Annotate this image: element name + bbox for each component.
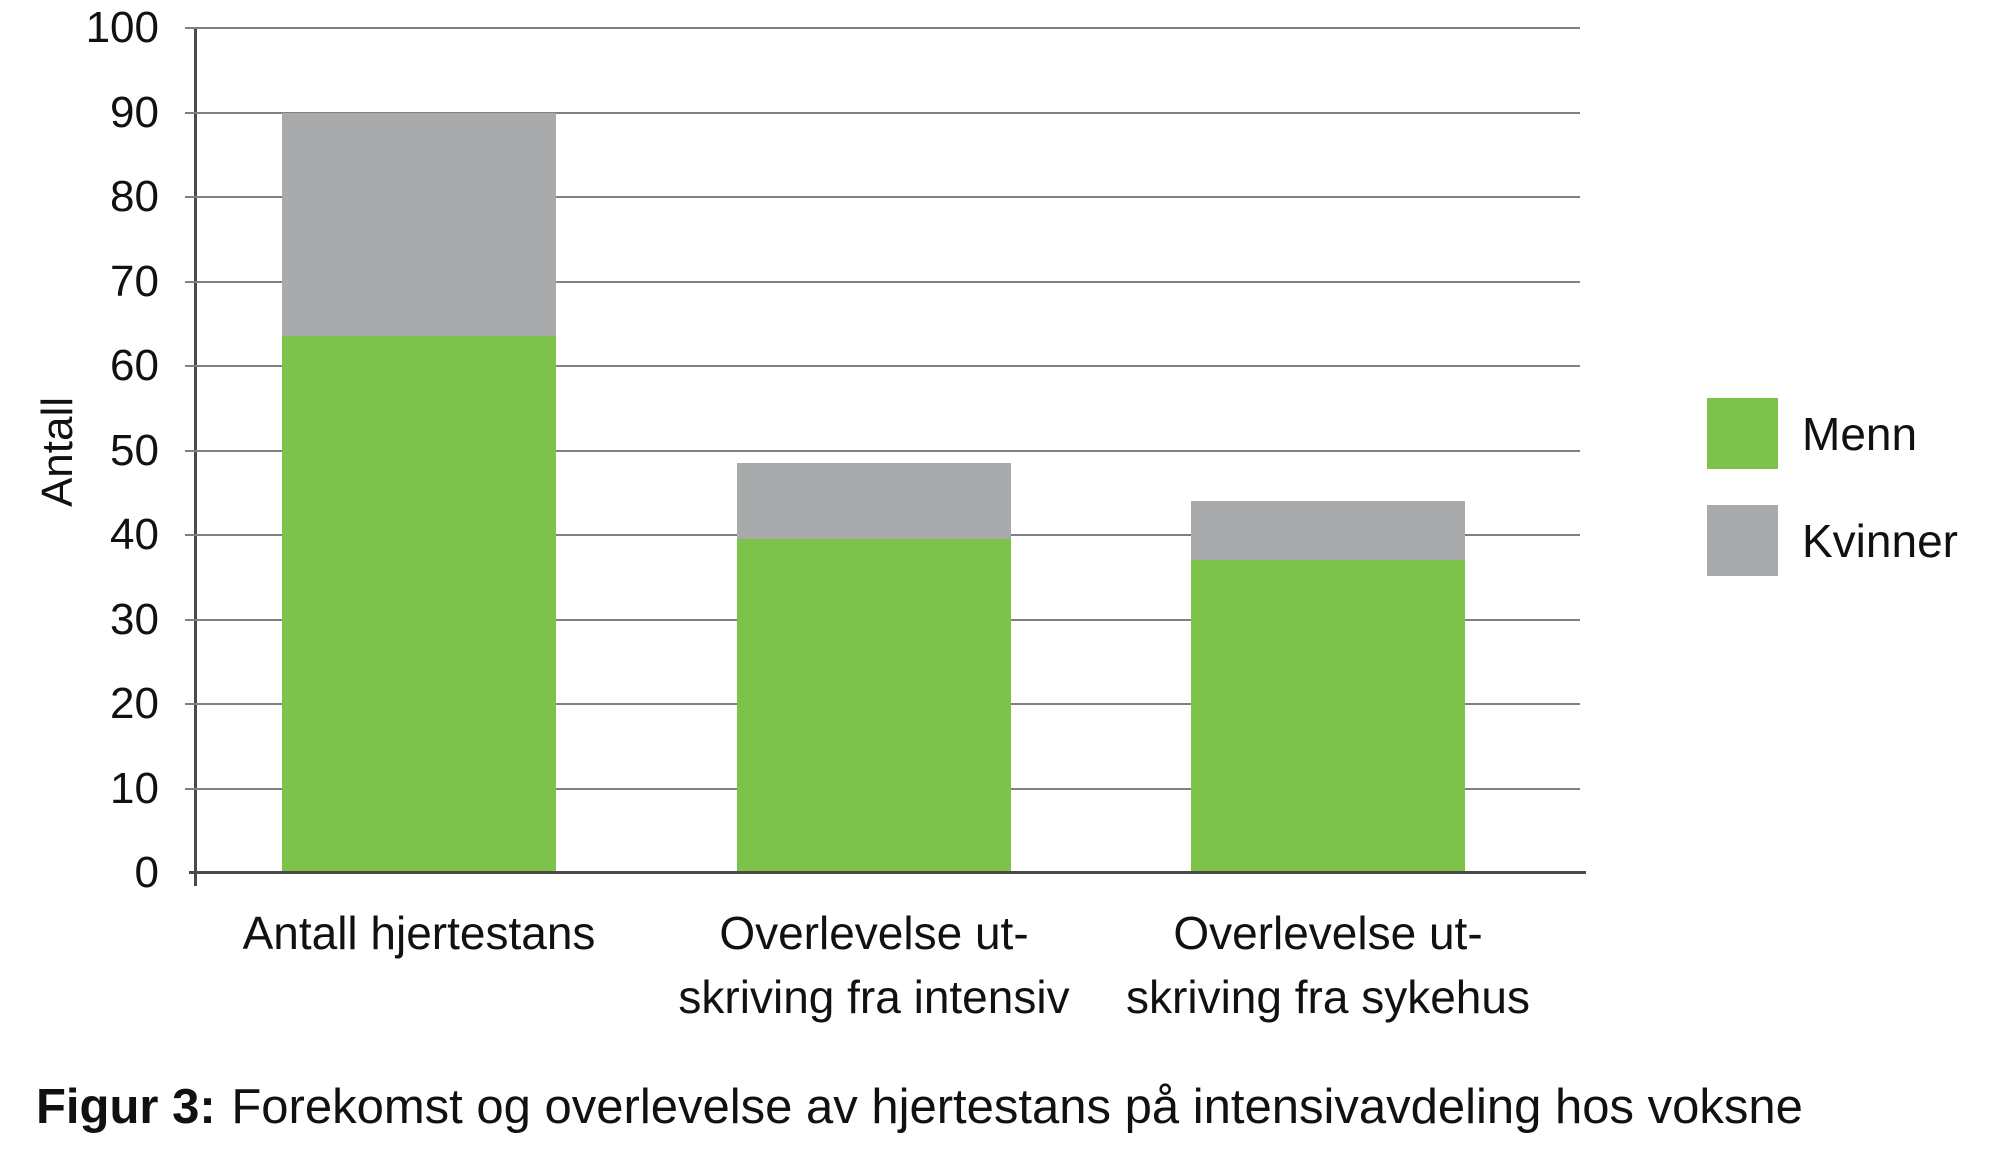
bar-segment-kvinner [282,112,556,337]
y-axis-tick-label: 30 [110,594,159,644]
chart-legend: Menn Kvinner [1707,398,1958,612]
y-axis-tick-label: 60 [110,341,159,390]
x-axis-category-label-line: Overlevelse ut- [719,907,1029,959]
bar-segment-menn [737,539,1011,873]
chart-plot-area: 100 90 80 70 60 50 40 30 20 10 0 [86,3,1586,897]
bar-segment-menn [282,336,556,873]
x-axis-category-label: Overlevelse ut-skriving fra intensiv [678,901,1069,1029]
x-axis-category-label-line: Overlevelse ut- [1173,907,1483,959]
x-axis-category-label: Antall hjertestans [243,901,596,965]
figure-caption-label: Figur 3: [36,1080,216,1134]
x-axis-category-label-line: skriving fra intensiv [678,971,1070,1023]
bar-segment-menn [1191,560,1465,873]
figure-caption-text: Forekomst og overlevelse av hjertestans … [231,1080,1803,1134]
x-axis-category-label: Overlevelse ut-skriving fra sykehus [1126,901,1530,1029]
y-axis-tick-label: 70 [110,256,159,306]
y-axis-tick-label: 50 [110,425,159,475]
gridline [185,449,1580,452]
gridline [185,111,1580,114]
y-axis-tick-label: 20 [110,679,159,728]
bar-group [1191,28,1465,873]
y-axis-tick-label: 90 [110,87,159,137]
y-axis-tick-label: 100 [85,3,159,52]
bar-group [282,28,556,873]
x-axis-category-label-line: skriving fra sykehus [1126,971,1530,1023]
legend-label: Kvinner [1802,514,1958,567]
y-axis-tick-label: 0 [134,848,159,897]
gridline [185,365,1580,367]
y-axis-tick-label: 80 [110,172,159,221]
legend-swatch-kvinner [1707,505,1778,576]
x-axis-line [189,871,1586,874]
y-axis-title: Antall [33,396,82,508]
bar-group [737,28,1011,873]
figure-caption: Figur 3: Forekomst og overlevelse av hjer… [36,1078,1803,1137]
legend-item-menn: Menn [1707,398,1958,469]
bar-segment-kvinner [1191,501,1465,561]
gridline [185,196,1580,198]
legend-item-kvinner: Kvinner [1707,505,1958,576]
y-axis-tick-label: 40 [110,510,159,559]
bar-segment-kvinner [737,463,1011,540]
y-axis-line [194,28,197,886]
gridline [185,27,1580,29]
x-axis-category-label-line: Antall hjertestans [242,907,596,959]
gridline [185,280,1580,283]
legend-swatch-menn [1707,398,1778,469]
legend-label: Menn [1802,407,1918,460]
y-axis-tick-label: 10 [110,763,159,813]
